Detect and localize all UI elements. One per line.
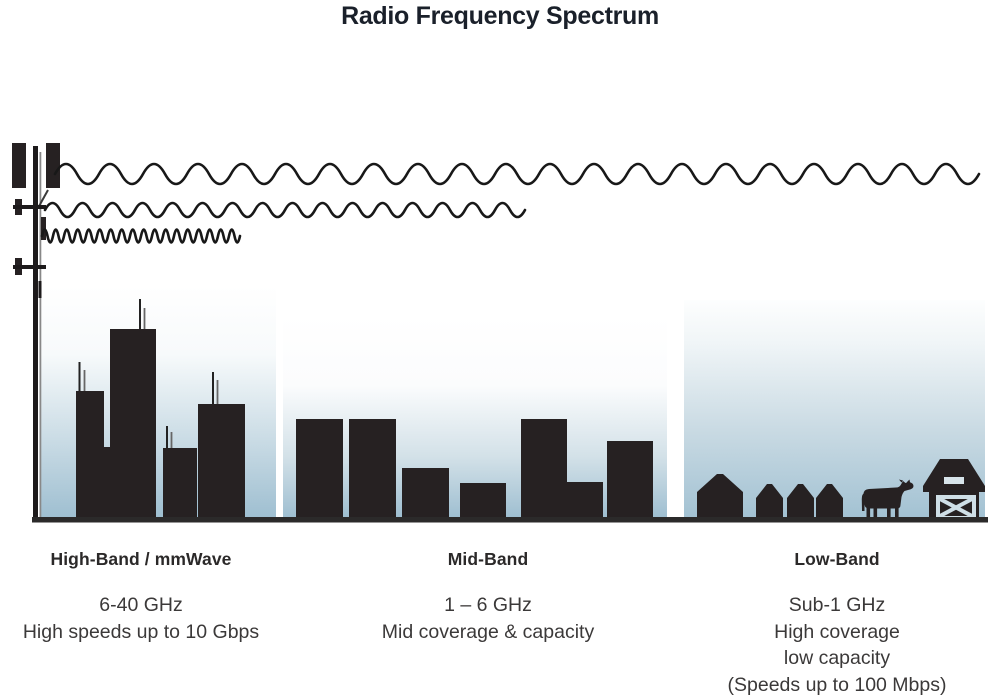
short-wavelength-wave [40,228,242,244]
band-label-low-band: Low-Band Sub-1 GHz High coverage low cap… [687,549,987,698]
radio-waves [40,162,981,244]
band-detail-line: High speeds up to 10 Gbps [22,620,260,643]
rural-scene [697,459,985,519]
rooftop-antenna-icons [78,299,219,448]
band-label-mid-band: Mid-Band 1 – 6 GHz Mid coverage & capaci… [338,549,638,645]
band-detail-line: (Speeds up to 100 Mbps) [727,673,947,696]
band-detail-line: Sub-1 GHz [788,594,886,616]
band-detail-line: low capacity [783,647,891,669]
band-heading: Mid-Band [447,549,529,569]
house-icon [787,484,814,517]
band-detail-line: Mid coverage & capacity [381,620,595,643]
band-detail-line: 6-40 GHz [99,594,183,616]
cow-icon [861,479,914,519]
cell-tower-icon [12,143,60,517]
band-detail-line: 1 – 6 GHz [444,594,532,616]
band-heading: Low-Band [794,549,880,569]
barn-icon [923,459,985,519]
band-heading: High-Band / mmWave [50,549,232,569]
house-icon [756,484,783,517]
house-icon [816,484,843,517]
city-skyline [76,329,245,517]
mid-rise-buildings [296,419,653,517]
band-label-high-band: High-Band / mmWave 6-40 GHz High speeds … [0,549,291,645]
house-icon [697,474,743,517]
ground-line [32,517,988,523]
long-wavelength-wave [53,162,981,186]
page-title: Radio Frequency Spectrum [341,2,659,30]
band-detail-line: High coverage [774,620,900,643]
medium-wavelength-wave [43,201,527,219]
